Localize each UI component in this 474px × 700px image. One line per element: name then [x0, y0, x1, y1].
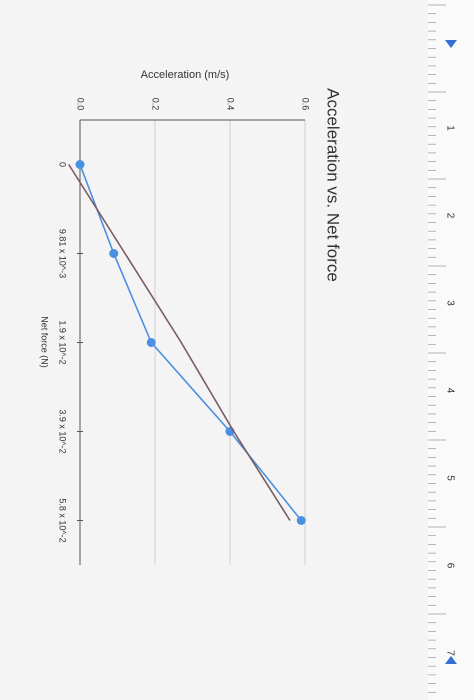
data-point	[296, 516, 306, 525]
chart-title: Acceleration vs. Net force	[324, 88, 343, 282]
y-tick-label: 0.2	[151, 98, 161, 111]
y-tick-label: 0.6	[301, 98, 311, 111]
x-tick-label: 0	[58, 162, 68, 167]
ruler-marker	[445, 40, 457, 48]
data-point	[75, 160, 85, 169]
y-tick-label: 0.4	[226, 98, 236, 111]
series-line	[68, 164, 291, 521]
x-tick-label: 9.81 x 10^-3	[58, 229, 68, 278]
ruler-label: 4	[444, 388, 455, 394]
data-point	[146, 338, 156, 347]
ruler-label: 2	[444, 213, 455, 219]
ruler-label: 1	[444, 125, 455, 131]
ruler-label: 5	[444, 475, 455, 481]
data-point	[109, 249, 119, 258]
x-tick-label: 3.9 x 10^-2	[58, 409, 68, 453]
ruler-strip	[428, 0, 474, 700]
ruler-label: 3	[444, 300, 455, 306]
y-axis-label: Acceleration (m/s)	[141, 69, 230, 81]
ruler-marker	[445, 656, 457, 664]
x-tick-label: 5.8 x 10^-2	[58, 498, 68, 542]
x-tick-label: 1.9 x 10^-2	[58, 320, 68, 364]
ruler-label: 7	[444, 650, 455, 656]
y-tick-label: 0.0	[76, 98, 86, 111]
ruler-label: 6	[444, 563, 455, 569]
x-axis-label: Net force (N)	[40, 316, 50, 368]
